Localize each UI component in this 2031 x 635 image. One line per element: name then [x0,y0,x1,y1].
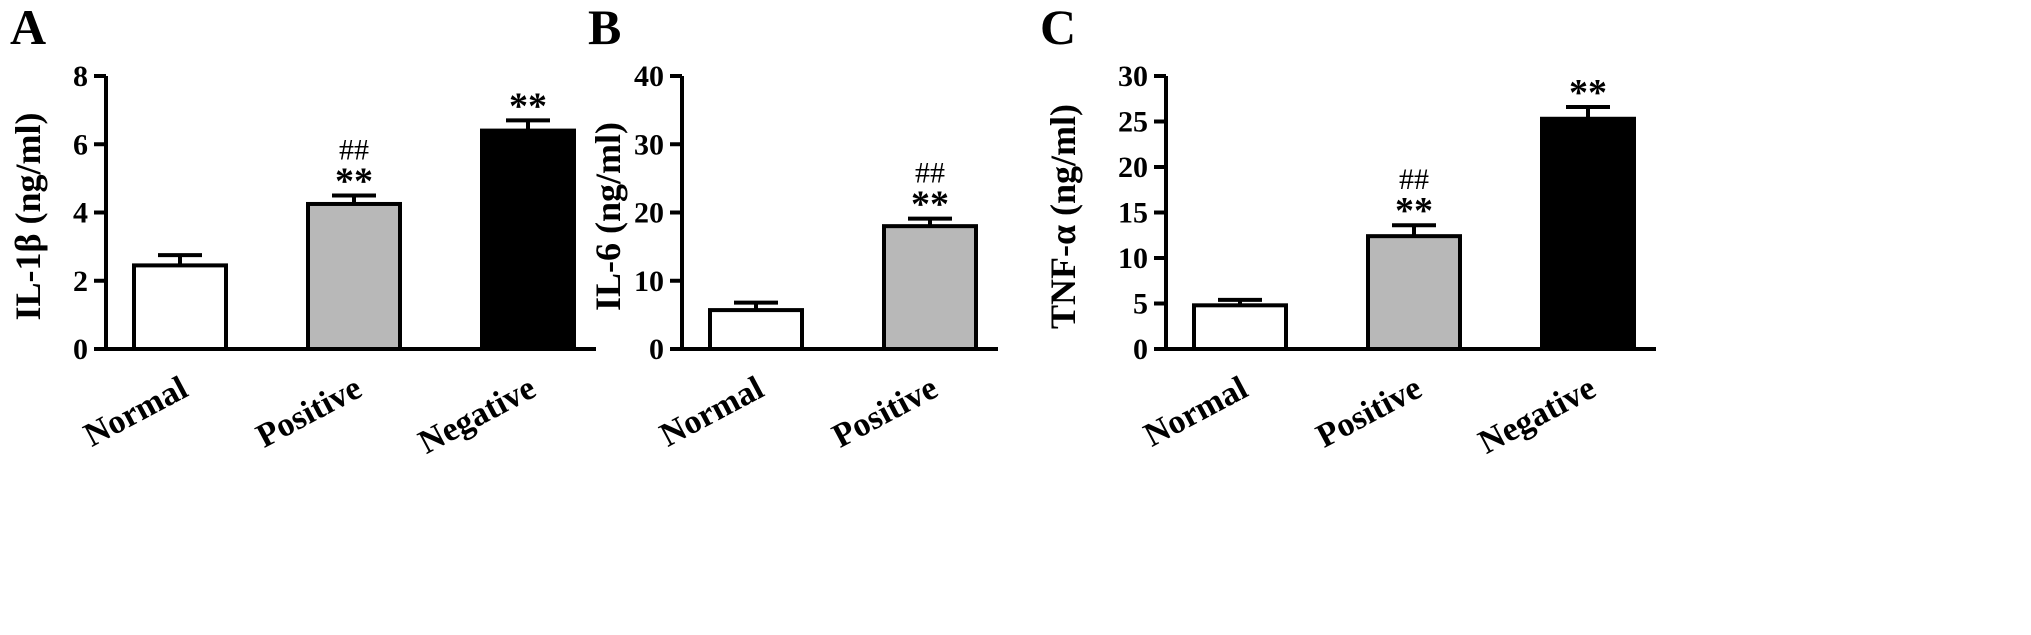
x-tick-label: Normal [1138,369,1254,454]
y-tick-label: 0 [649,333,664,366]
bar-normal [708,308,804,352]
y-tick-label: 2 [73,265,88,298]
significance-stars: ** [911,184,949,226]
y-tick-label: 30 [1118,60,1148,93]
x-tick-label: Normal [78,369,194,454]
y-tick-label: 15 [1118,197,1148,230]
bar-negative [480,128,576,351]
panel-letter: B [588,0,621,55]
x-tick-label: Normal [654,369,770,454]
x-tick-label: Positive [826,369,943,455]
chart-panel-b: B IL-6 (ng/ml) 0 10 20 30 40 Normal **## Positive [588,0,998,455]
y-tick-label: 10 [1118,242,1148,275]
significance-stars: ** [1395,190,1433,232]
y-tick-label: 0 [73,333,88,366]
x-tick-label: Negative [413,369,542,461]
bar-normal [1192,303,1288,352]
x-tick-label: Positive [250,369,367,455]
y-tick-label: 30 [634,128,664,161]
significance-hash: ## [1399,163,1429,196]
bar-positive [882,224,978,351]
x-tick-label: Positive [1310,369,1427,455]
y-tick-label: 8 [73,60,88,93]
significance-hash: ## [339,133,369,166]
y-tick-label: 6 [73,128,88,161]
y-tick-label: 40 [634,60,664,93]
bar-normal [132,263,228,351]
x-tick-label: Negative [1473,369,1602,461]
y-tick-label: 25 [1118,106,1148,139]
y-axis-label: TNF-α (ng/ml) [1043,104,1083,329]
y-tick-label: 5 [1133,288,1148,321]
bar-positive [1366,234,1462,351]
significance-stars: ** [335,160,373,202]
bar-positive [306,201,402,351]
y-tick-label: 4 [73,197,88,230]
y-tick-label: 20 [1118,151,1148,184]
y-tick-label: 0 [1133,333,1148,366]
chart-panel-a: AIL-1β (ng/ml)02468Normal**##Positive**N… [8,0,596,461]
significance-stars: ** [1569,72,1607,114]
bar-negative [1540,116,1636,351]
y-tick-label: 20 [634,197,664,230]
y-tick-label: 10 [634,265,664,298]
y-axis-label: IL-1β (ng/ml) [8,113,48,321]
panel-letter: C [1040,0,1076,55]
panel-letter: A [10,0,46,55]
significance-stars: ** [509,85,547,127]
y-axis-label: IL-6 (ng/ml) [588,122,628,311]
significance-hash: ## [915,157,945,190]
